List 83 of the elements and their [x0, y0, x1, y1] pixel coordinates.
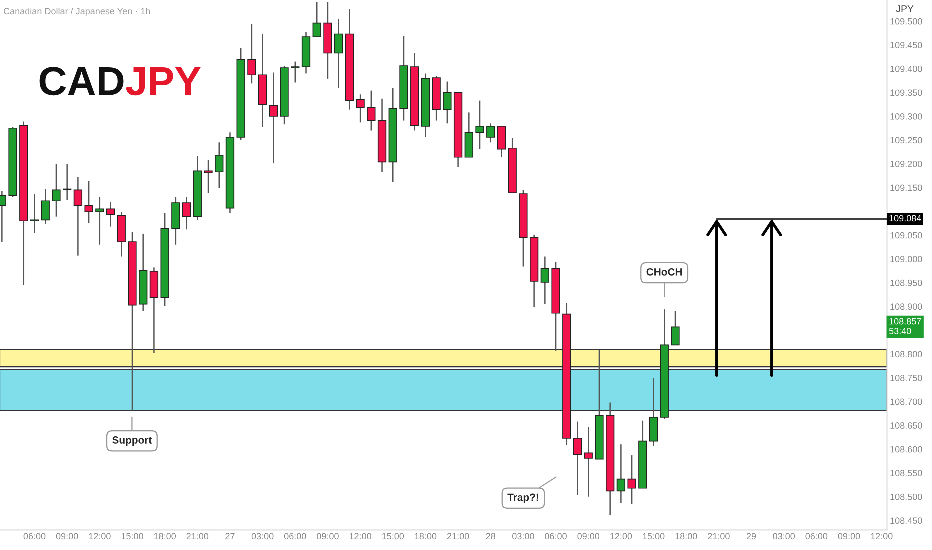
y-tick-label: 108.500 — [890, 494, 922, 500]
x-tick-label: 03:00 — [773, 533, 796, 540]
x-tick-label: 28 — [486, 533, 496, 540]
x-tick-label: 29 — [746, 533, 756, 540]
y-tick-label: 108.600 — [890, 446, 922, 453]
text: Canadian Dollar / Japanese Yen · 1h — [4, 8, 150, 16]
x-tick-label: 15:00 — [382, 533, 404, 540]
y-tick-label: 109.400 — [890, 66, 922, 72]
candlestick — [248, 24, 256, 84]
x-tick-label: 12:00 — [871, 533, 893, 540]
candlestick — [182, 196, 192, 230]
x-tick-label: 12:00 — [350, 533, 372, 540]
candlestick — [334, 18, 344, 89]
candlestick — [204, 160, 213, 194]
x-tick-label: 15:00 — [122, 533, 144, 540]
y-tick-label: 109.300 — [890, 113, 922, 120]
candlestick — [573, 421, 582, 496]
candlestick — [476, 100, 484, 150]
candlestick — [74, 176, 83, 256]
x-tick-label: 15:00 — [643, 533, 665, 540]
annotation: Trap?! — [508, 494, 538, 504]
y-tick-label: 109.450 — [890, 42, 922, 49]
y-tick-label: 109.250 — [890, 137, 922, 144]
y-tick-label: 109.000 — [890, 256, 922, 263]
x-tick-label: 09:00 — [317, 533, 339, 540]
candlestick — [215, 142, 224, 189]
candlestick — [540, 256, 550, 305]
text: 108.857 53:40 — [889, 318, 922, 334]
x-tick-label: 03:00 — [252, 533, 274, 540]
y-tick-label: 109.150 — [890, 184, 922, 192]
candlestick — [497, 126, 506, 158]
candlestick — [291, 61, 300, 84]
x-tick-label: 21:00 — [708, 533, 730, 540]
x-tick-label: 18:00 — [676, 533, 698, 540]
x-tick-label: 09:00 — [56, 533, 78, 540]
x-tick-label: 21:00 — [186, 533, 209, 540]
y-tick-label: 108.900 — [890, 304, 922, 310]
x-tick-label: 21:00 — [447, 533, 470, 540]
x-tick-label: 06:00 — [24, 533, 46, 540]
annotation: Support — [112, 436, 152, 446]
candlestick — [41, 188, 50, 225]
ref-line-label: 109.084 — [890, 215, 922, 222]
candlestick — [96, 196, 104, 246]
y-tick-label: 109.350 — [890, 90, 922, 96]
x-tick-label: 06:00 — [284, 533, 306, 540]
y-tick-label: 109.500 — [890, 18, 922, 25]
y-axis-title: JPY — [896, 6, 914, 12]
candlestick — [30, 193, 40, 234]
candlestick — [584, 426, 593, 498]
candlestick — [649, 377, 658, 448]
x-tick-label: 03:00 — [512, 533, 534, 540]
candlestick — [106, 201, 116, 228]
y-tick-label: 108.650 — [890, 422, 922, 429]
x-tick-label: 18:00 — [154, 533, 176, 540]
x-tick-label: 06:00 — [806, 533, 828, 540]
candlestick — [52, 164, 61, 218]
candlestick — [367, 90, 376, 132]
y-tick-label: 108.750 — [890, 375, 922, 382]
x-tick-label: 12:00 — [89, 533, 111, 540]
x-tick-label: 06:00 — [545, 533, 567, 540]
x-tick-label: 27 — [226, 533, 235, 540]
candlestick — [269, 72, 278, 164]
y-tick-label: 108.700 — [890, 398, 922, 406]
candlestick — [486, 123, 496, 144]
x-tick-label: 09:00 — [578, 533, 600, 540]
y-tick-label: 108.800 — [890, 351, 922, 358]
y-tick-label: 109.050 — [890, 232, 922, 239]
y-tick-label: 108.450 — [890, 518, 922, 524]
x-tick-label: 09:00 — [838, 533, 860, 540]
y-tick-label: 108.550 — [890, 470, 922, 476]
candlestick — [312, 2, 322, 38]
y-tick-label: 109.200 — [890, 161, 922, 168]
annotation: CHoCH — [646, 268, 682, 276]
candlestick — [356, 94, 365, 124]
candlestick — [628, 454, 636, 505]
candlestick — [443, 81, 452, 124]
candlestick — [84, 180, 94, 224]
x-tick-label: 12:00 — [610, 533, 632, 540]
x-tick-label: 18:00 — [415, 533, 437, 540]
y-tick-label: 108.950 — [890, 280, 922, 286]
text: CADJPY — [40, 67, 201, 96]
candlestick — [671, 310, 680, 346]
candlestick — [616, 444, 626, 504]
